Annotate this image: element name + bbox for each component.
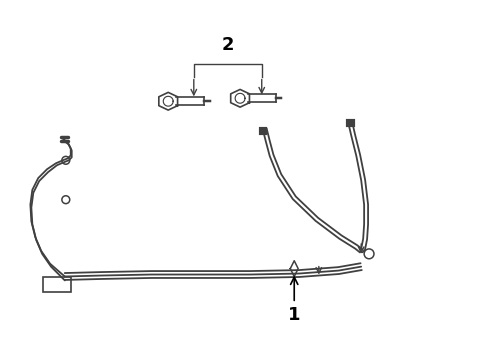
Text: 2: 2 bbox=[221, 36, 234, 54]
Bar bbox=[43, 278, 71, 292]
Text: 1: 1 bbox=[288, 277, 300, 324]
